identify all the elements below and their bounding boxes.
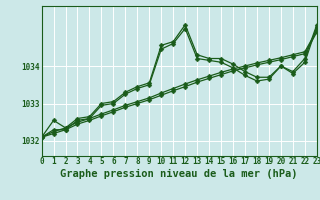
X-axis label: Graphe pression niveau de la mer (hPa): Graphe pression niveau de la mer (hPa) (60, 169, 298, 179)
